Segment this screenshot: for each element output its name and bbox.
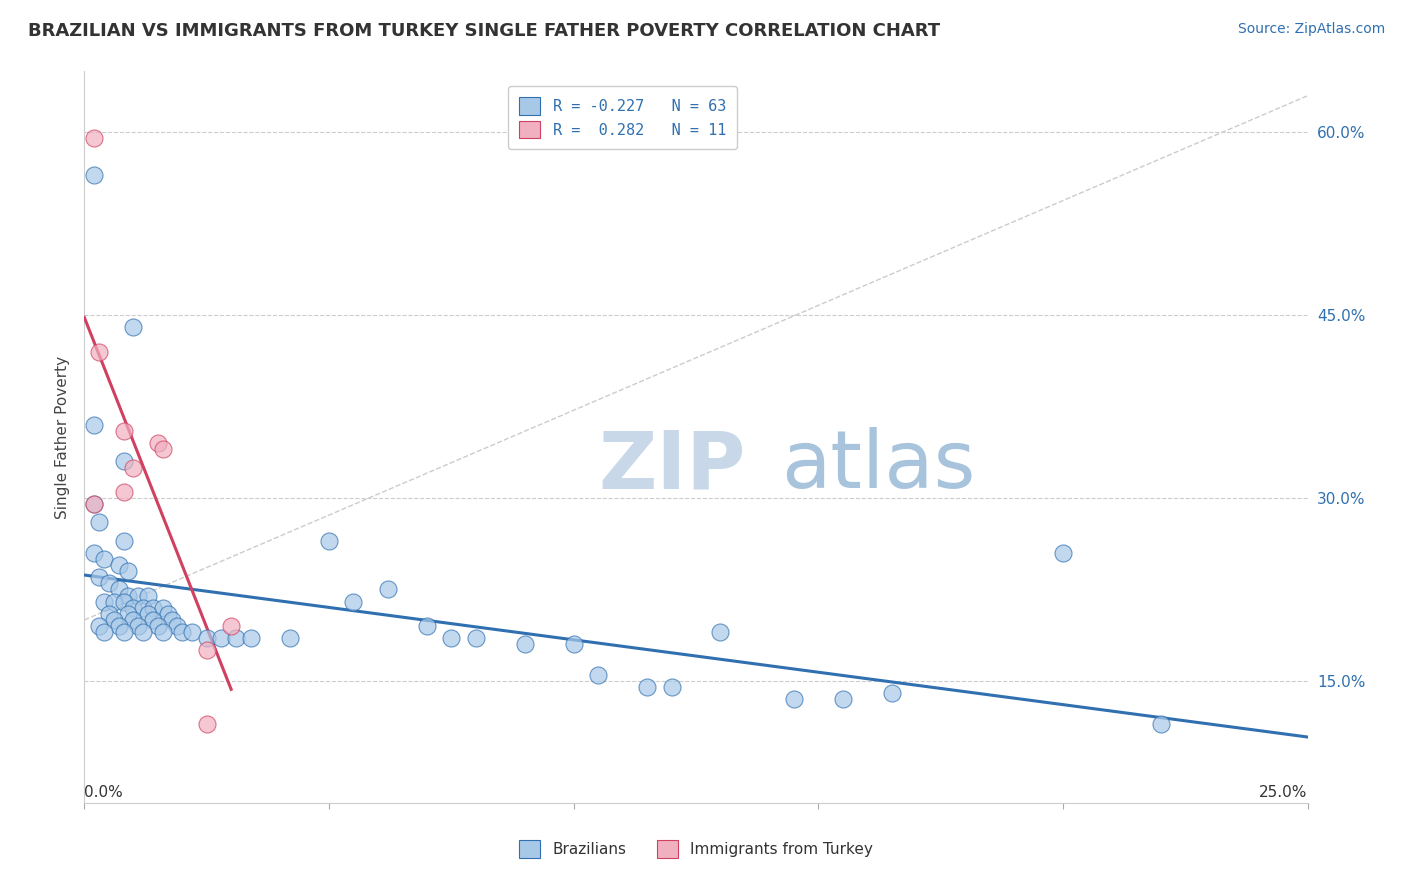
Point [97,607,120,621]
Point [318,533,340,548]
Point [464,632,486,646]
Point [127,619,149,633]
Point [172,625,194,640]
Text: BRAZILIAN VS IMMIGRANTS FROM TURKEY SINGLE FATHER POVERTY CORRELATION CHART: BRAZILIAN VS IMMIGRANTS FROM TURKEY SING… [28,22,941,40]
Point [112,424,135,438]
Point [586,667,609,681]
Point [87,344,110,359]
Legend: Brazilians, Immigrants from Turkey: Brazilians, Immigrants from Turkey [508,830,884,868]
Point [831,692,853,706]
Point [195,632,218,646]
Point [709,625,731,640]
Point [636,680,658,694]
Point [142,613,165,627]
Text: Source: ZipAtlas.com: Source: ZipAtlas.com [1237,22,1385,37]
Text: atlas: atlas [782,427,976,506]
Point [162,613,184,627]
Point [117,607,139,621]
Point [783,692,806,706]
Point [146,436,169,450]
Point [97,576,120,591]
Point [219,619,242,633]
Point [209,632,232,646]
Point [562,637,585,651]
Point [103,613,125,627]
Point [661,680,683,694]
Point [93,625,115,640]
Point [880,686,903,700]
Point [83,546,105,560]
Point [416,619,439,633]
Point [93,594,115,608]
Point [87,570,110,584]
Point [181,625,204,640]
Point [1052,546,1074,560]
Point [103,594,125,608]
Point [156,607,179,621]
Point [83,417,105,432]
Point [278,632,301,646]
Point [122,613,145,627]
Point [136,589,159,603]
Point [513,637,536,651]
Point [112,485,135,500]
Point [132,625,155,640]
Point [107,619,129,633]
Point [239,632,262,646]
Point [83,131,105,145]
Point [195,716,218,731]
Text: ZIP: ZIP [598,427,745,506]
Point [107,582,129,597]
Point [122,600,145,615]
Point [225,632,247,646]
Point [112,625,135,640]
Point [112,533,135,548]
Text: 25.0%: 25.0% [1260,785,1308,799]
Point [152,625,174,640]
Point [142,600,165,615]
Point [152,442,174,457]
Point [132,600,155,615]
Point [195,643,218,657]
Point [127,589,149,603]
Point [122,320,145,334]
Point [122,460,145,475]
Point [83,497,105,511]
Point [377,582,399,597]
Point [83,497,105,511]
Point [440,632,463,646]
Point [112,454,135,468]
Point [342,594,364,608]
Point [93,552,115,566]
Point [83,168,105,182]
Point [87,619,110,633]
Point [117,564,139,578]
Point [146,619,169,633]
Point [112,594,135,608]
Y-axis label: Single Father Poverty: Single Father Poverty [55,356,70,518]
Point [1150,716,1173,731]
Point [107,558,129,573]
Point [152,600,174,615]
Point [166,619,188,633]
Text: 0.0%: 0.0% [84,785,124,799]
Point [87,516,110,530]
Point [117,589,139,603]
Point [136,607,159,621]
